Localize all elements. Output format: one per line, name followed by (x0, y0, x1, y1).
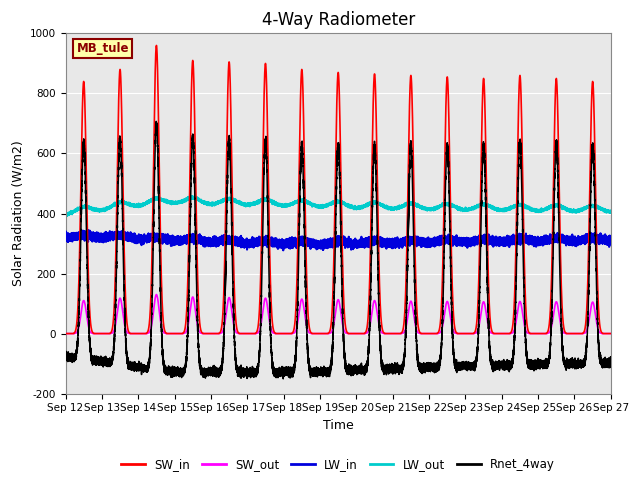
Y-axis label: Solar Radiation (W/m2): Solar Radiation (W/m2) (11, 141, 24, 287)
Legend: SW_in, SW_out, LW_in, LW_out, Rnet_4way: SW_in, SW_out, LW_in, LW_out, Rnet_4way (116, 454, 559, 476)
X-axis label: Time: Time (323, 419, 353, 432)
Text: MB_tule: MB_tule (76, 42, 129, 56)
Title: 4-Way Radiometer: 4-Way Radiometer (262, 11, 415, 29)
